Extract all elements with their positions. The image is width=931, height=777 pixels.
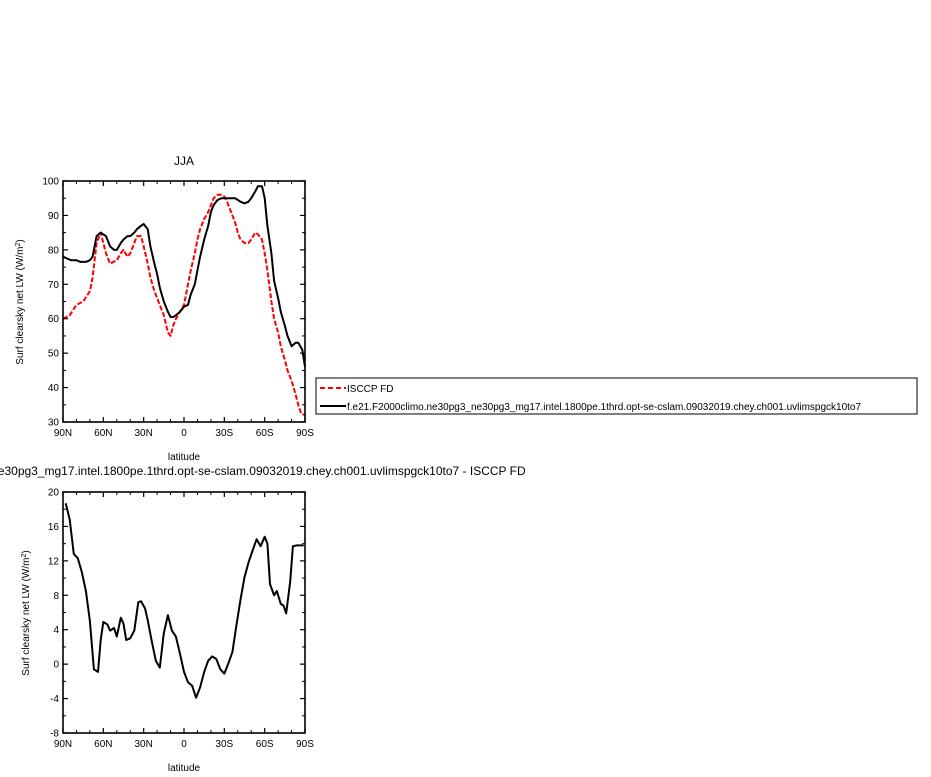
x-tick-label: 60S [256, 428, 274, 439]
y-tick-label: 70 [48, 280, 60, 291]
y-tick-label: 100 [42, 177, 59, 188]
legend-box [315, 377, 918, 415]
series-line-model [62, 185, 306, 368]
y-tick-label: -8 [50, 729, 59, 740]
x-tick-label: 90S [296, 428, 314, 439]
x-axis-label: latitude [168, 763, 201, 774]
y-tick-label: 80 [48, 245, 60, 256]
y-tick-label: 8 [53, 591, 59, 602]
x-tick-label: 90N [54, 428, 72, 439]
axes: 90N 60N 30N 0 30S 60S 90S -8 -4 0 4 8 12 16 20 [48, 488, 314, 751]
plot-frame [62, 180, 306, 423]
panel-bottom: f.e21.F2000climo.ne30pg3_ne30pg3_mg17.in… [0, 464, 526, 774]
x-tick-label: 30N [134, 428, 152, 439]
y-tick-label: 12 [48, 556, 60, 567]
x-tick-label: 30S [215, 428, 233, 439]
chart-title: JJA [174, 154, 194, 168]
x-tick-label: 0 [181, 428, 187, 439]
x-tick-label: 90N [54, 739, 72, 750]
x-tick-label: 0 [181, 739, 187, 750]
legend: ISCCP FD f.e21.F2000climo.ne30pg3_ne30pg… [315, 377, 918, 415]
x-tick-label: 30N [134, 739, 152, 750]
plot-area [64, 502, 304, 699]
axes: 90N 60N 30N 0 30S 60S 90S 30 40 50 60 70 80 90 100 [42, 177, 314, 440]
y-tick-label: 0 [53, 660, 59, 671]
plot-area [62, 185, 306, 417]
y-tick-label: 40 [48, 383, 60, 394]
y-tick-label: 90 [48, 211, 60, 222]
panel-top: JJA 90N 60N 30N 0 30S 60S 90S 30 40 50 60 70 80 90 100… [15, 154, 918, 463]
y-tick-label: 50 [48, 349, 60, 360]
series-line-isccp [62, 193, 306, 417]
y-tick-label: 16 [48, 522, 60, 533]
y-tick-label: 60 [48, 314, 60, 325]
y-tick-label: 30 [48, 418, 60, 429]
y-axis-label: Surf clearsky net LW (W/m2) [15, 239, 27, 364]
plot-frame [62, 491, 306, 734]
legend-label-isccp: ISCCP FD [347, 384, 394, 395]
x-tick-label: 90S [296, 739, 314, 750]
x-tick-label: 60N [94, 428, 112, 439]
y-tick-label: 4 [53, 625, 59, 636]
x-tick-label: 30S [215, 739, 233, 750]
x-axis-label: latitude [168, 452, 201, 463]
y-tick-label: -4 [50, 694, 59, 705]
y-tick-label: 20 [48, 488, 60, 499]
x-tick-label: 60N [94, 739, 112, 750]
chart-title: f.e21.F2000climo.ne30pg3_ne30pg3_mg17.in… [0, 464, 526, 478]
legend-label-model: f.e21.F2000climo.ne30pg3_ne30pg3_mg17.in… [347, 402, 861, 413]
y-axis-label: Surf clearsky net LW (W/m2) [21, 550, 33, 675]
series-line-model [64, 502, 304, 699]
x-tick-label: 60S [256, 739, 274, 750]
